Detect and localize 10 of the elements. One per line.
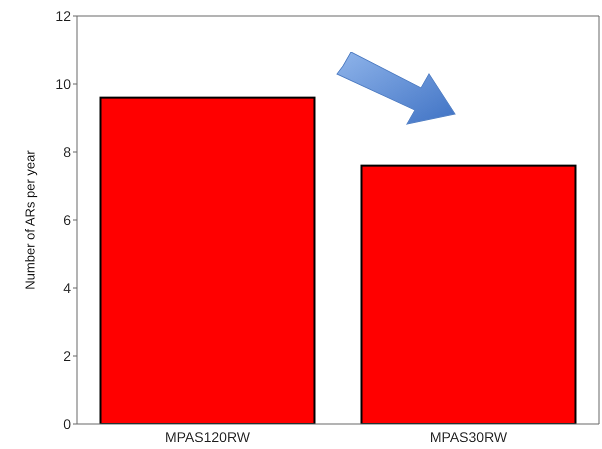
y-tick-label: 2 (63, 348, 72, 364)
y-tick-label: 10 (55, 76, 72, 92)
y-tick-label: 8 (63, 144, 72, 160)
x-tick-label: MPAS120RW (164, 428, 251, 445)
y-tick-label: 6 (63, 212, 72, 228)
y-tick-label: 12 (55, 8, 72, 24)
y-tick-label: 4 (63, 280, 72, 296)
x-tick-label: MPAS30RW (430, 428, 508, 445)
y-axis-title: Number of ARs per year (22, 150, 38, 290)
y-tick-label: 0 (63, 416, 72, 432)
